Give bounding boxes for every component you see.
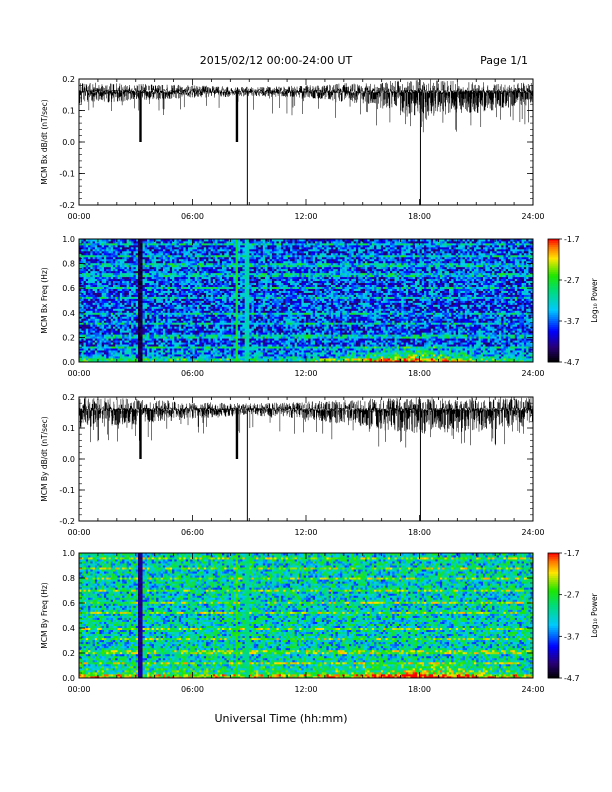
x-axis-label: Universal Time (hh:mm) — [215, 712, 348, 725]
x-tick-label: 00:00 — [67, 369, 90, 378]
y-tick-label: -0.2 — [59, 201, 75, 210]
y-tick-label: -0.1 — [59, 486, 75, 495]
x-tick-label: 06:00 — [181, 369, 204, 378]
y-tick-label: 0.4 — [62, 309, 75, 318]
bx-spectrogram-panel: 00:00 06:00 12:00 18:00 24:00 1.0 0.8 0.6 0.4 0.2… — [40, 235, 599, 378]
data-trace — [79, 80, 533, 133]
x-tick-label: 18:00 — [408, 212, 431, 221]
y-tick-label: 0.2 — [62, 75, 75, 84]
y-tick-label: 0.0 — [62, 358, 75, 367]
spectrogram-cells — [79, 553, 533, 678]
data-trace — [79, 397, 533, 447]
y-tick-label: 0.4 — [62, 624, 75, 633]
y-tick-label: 0.1 — [62, 424, 75, 433]
y-tick-label: 0.2 — [62, 649, 75, 658]
x-tick-label: 18:00 — [408, 685, 431, 694]
x-tick-label: 12:00 — [294, 369, 317, 378]
y-tick-label: 0.1 — [62, 107, 75, 116]
by-timeseries-panel: 00:00 06:00 12:00 18:00 24:00 0.2 0.1 0.0 -0.1 -0… — [40, 393, 545, 537]
y-tick-label: 1.0 — [62, 549, 75, 558]
x-tick-label: 12:00 — [294, 685, 317, 694]
colorbar-tick-label: -1.7 — [564, 235, 580, 244]
x-tick-label: 06:00 — [181, 212, 204, 221]
y-tick-label: -0.2 — [59, 517, 75, 526]
y-tick-label: 0.6 — [62, 599, 75, 608]
y-tick-label: 0.0 — [62, 455, 75, 464]
x-tick-label: 06:00 — [181, 528, 204, 537]
colorbar-label: Log₁₀ Power — [590, 277, 599, 322]
page-title: 2015/02/12 00:00-24:00 UT — [200, 54, 353, 67]
colorbar-tick-label: -1.7 — [564, 549, 580, 558]
colorbar-label: Log₁₀ Power — [590, 592, 599, 637]
x-tick-label: 24:00 — [521, 212, 544, 221]
x-tick-label: 12:00 — [294, 212, 317, 221]
colorbar: -1.7 -2.7 -3.7 -4.7 Log₁₀ Power — [548, 235, 599, 367]
y-tick-label: 0.0 — [62, 674, 75, 683]
x-tick-label: 06:00 — [181, 685, 204, 694]
y-axis-label: MCM Bx Freq (Hz) — [40, 267, 49, 333]
x-tick-label: 18:00 — [408, 528, 431, 537]
y-tick-label: 0.0 — [62, 138, 75, 147]
x-tick-label: 24:00 — [521, 685, 544, 694]
x-tick-label: 00:00 — [67, 528, 90, 537]
page-number: Page 1/1 — [480, 54, 528, 67]
colorbar-tick-label: -3.7 — [564, 317, 580, 326]
x-tick-label: 24:00 — [521, 369, 544, 378]
spectrogram-cells — [79, 239, 533, 362]
x-tick-label: 12:00 — [294, 528, 317, 537]
y-tick-label: 1.0 — [62, 235, 75, 244]
x-tick-label: 24:00 — [521, 528, 544, 537]
colorbar-tick-label: -2.7 — [564, 276, 580, 285]
by-spectrogram-panel: 00:00 06:00 12:00 18:00 24:00 1.0 0.8 0.6 0.4 0.2… — [40, 549, 599, 694]
y-tick-label: 0.6 — [62, 284, 75, 293]
y-tick-label: -0.1 — [59, 170, 75, 179]
y-tick-label: 0.8 — [62, 260, 75, 269]
x-tick-label: 18:00 — [408, 369, 431, 378]
figure: 2015/02/12 00:00-24:00 UT Page 1/1 00:00… — [0, 0, 612, 792]
colorbar-tick-label: -3.7 — [564, 632, 580, 641]
y-axis-label: MCM By dB/dt (nT/sec) — [40, 416, 49, 501]
y-tick-label: 0.2 — [62, 393, 75, 402]
x-tick-label: 00:00 — [67, 685, 90, 694]
colorbar-tick-label: -4.7 — [564, 674, 580, 683]
colorbar-tick-label: -4.7 — [564, 358, 580, 367]
y-tick-label: 0.2 — [62, 333, 75, 342]
y-axis-label: MCM Bx dB/dt (nT/sec) — [40, 99, 49, 184]
colorbar: -1.7 -2.7 -3.7 -4.7 Log₁₀ Power — [548, 549, 599, 683]
x-tick-label: 00:00 — [67, 212, 90, 221]
y-tick-label: 0.8 — [62, 574, 75, 583]
y-axis-label: MCM By Freq (Hz) — [40, 582, 49, 648]
bx-timeseries-panel: 00:00 06:00 12:00 18:00 24:00 0.2 0.1 0.0 -0.1 -0… — [40, 75, 545, 221]
colorbar-tick-label: -2.7 — [564, 591, 580, 600]
